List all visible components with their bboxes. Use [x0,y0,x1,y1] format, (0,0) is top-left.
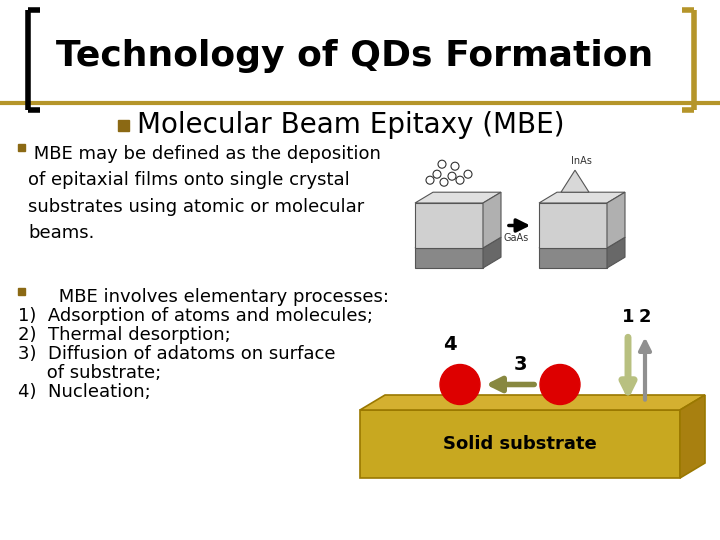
Polygon shape [483,237,501,268]
Polygon shape [415,203,483,248]
Text: 1)  Adsorption of atoms and molecules;: 1) Adsorption of atoms and molecules; [18,307,373,325]
Text: MBE may be defined as the deposition
of epitaxial films onto single crystal
subs: MBE may be defined as the deposition of … [28,145,381,242]
Text: InAs: InAs [570,156,591,166]
Polygon shape [539,203,607,248]
Text: 3)  Diffusion of adatoms on surface: 3) Diffusion of adatoms on surface [18,345,336,363]
Circle shape [448,172,456,180]
Circle shape [438,160,446,168]
Text: Technology of QDs Formation: Technology of QDs Formation [56,39,654,73]
Circle shape [426,176,434,184]
Circle shape [540,364,580,404]
Polygon shape [415,237,501,248]
Text: 3: 3 [513,355,527,375]
Polygon shape [415,248,483,268]
Circle shape [440,178,448,186]
Text: 1: 1 [622,308,634,327]
Circle shape [464,170,472,178]
Polygon shape [360,395,705,410]
Circle shape [451,162,459,170]
Text: MBE involves elementary processes:: MBE involves elementary processes: [30,288,389,306]
Text: Molecular Beam Epitaxy (MBE): Molecular Beam Epitaxy (MBE) [137,111,564,139]
Bar [118,119,129,131]
Circle shape [433,170,441,178]
Text: 2: 2 [639,308,652,327]
Bar [18,288,25,295]
Circle shape [456,176,464,184]
Polygon shape [561,170,589,192]
Polygon shape [539,192,625,203]
Text: 4: 4 [444,335,456,354]
Text: of substrate;: of substrate; [18,364,161,382]
Polygon shape [360,410,680,478]
Text: GaAs: GaAs [503,233,528,243]
Polygon shape [607,237,625,268]
Polygon shape [483,192,501,248]
Polygon shape [680,395,705,478]
Polygon shape [539,237,625,248]
Text: Solid substrate: Solid substrate [443,435,597,453]
Circle shape [440,364,480,404]
Polygon shape [415,192,501,203]
Bar [18,144,25,151]
Polygon shape [539,248,607,268]
Text: 4)  Nucleation;: 4) Nucleation; [18,383,150,401]
Polygon shape [607,192,625,248]
Text: 2)  Thermal desorption;: 2) Thermal desorption; [18,326,230,344]
